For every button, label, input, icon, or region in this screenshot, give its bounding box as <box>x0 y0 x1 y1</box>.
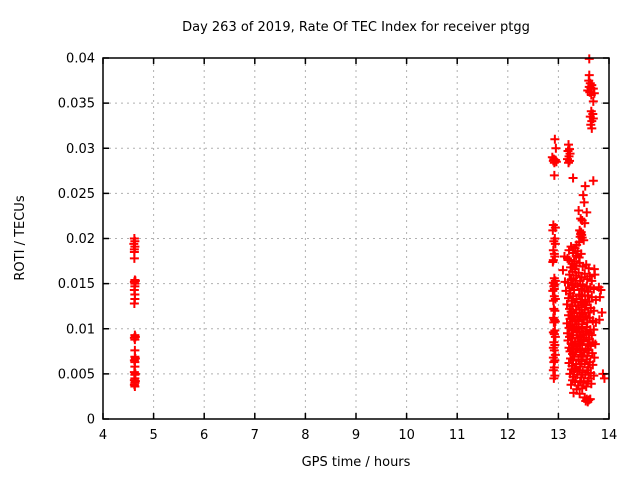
data-point <box>579 235 589 245</box>
data-point <box>550 134 560 144</box>
data-point <box>129 298 139 308</box>
x-tick-label: 10 <box>398 428 415 443</box>
x-tick-label: 7 <box>251 428 259 443</box>
y-tick-label: 0.03 <box>66 142 95 157</box>
data-point <box>561 286 571 296</box>
data-point <box>589 353 599 363</box>
data-point <box>597 308 607 318</box>
data-point <box>575 389 585 399</box>
data-point <box>130 382 140 392</box>
chart-title: Day 263 of 2019, Rate Of TEC Index for r… <box>182 20 530 35</box>
data-point <box>578 261 588 271</box>
y-tick-label: 0.005 <box>58 367 95 382</box>
x-tick-label: 8 <box>301 428 309 443</box>
data-point <box>589 325 599 335</box>
data-point <box>566 262 576 272</box>
data-point <box>586 90 596 100</box>
x-tick-label: 5 <box>149 428 157 443</box>
data-point <box>589 306 599 316</box>
y-tick-label: 0 <box>87 413 95 428</box>
data-point <box>580 181 590 191</box>
y-tick-label: 0.02 <box>66 232 95 247</box>
x-tick-label: 14 <box>601 428 618 443</box>
y-tick-label: 0.035 <box>58 97 95 112</box>
data-point <box>568 173 578 183</box>
x-tick-label: 13 <box>550 428 567 443</box>
data-point <box>551 143 561 153</box>
x-tick-label: 11 <box>449 428 466 443</box>
data-point <box>549 158 559 168</box>
data-point <box>558 265 568 275</box>
y-tick-label: 0.04 <box>66 52 95 67</box>
data-point <box>575 345 585 355</box>
data-point <box>578 190 588 200</box>
data-point <box>595 292 605 302</box>
data-point <box>129 253 139 263</box>
data-points <box>129 54 609 407</box>
data-point <box>548 296 558 306</box>
y-tick-label: 0.025 <box>58 187 95 202</box>
data-point <box>582 207 592 217</box>
data-point <box>574 206 584 216</box>
data-point <box>588 176 598 186</box>
data-point <box>548 257 558 267</box>
data-point <box>588 96 598 106</box>
data-point <box>549 304 559 314</box>
data-point <box>549 170 559 180</box>
y-axis-label: ROTI / TECUs <box>13 195 28 280</box>
data-point <box>587 123 597 133</box>
data-point <box>587 276 597 286</box>
data-point <box>548 365 558 375</box>
plot-border <box>102 57 610 420</box>
data-point <box>583 397 593 407</box>
data-point <box>596 285 606 295</box>
data-point <box>584 54 594 64</box>
data-point <box>549 317 559 327</box>
x-tick-label: 12 <box>500 428 517 443</box>
data-point <box>548 327 558 337</box>
data-point <box>581 382 591 392</box>
data-point <box>579 197 589 207</box>
data-point <box>587 330 597 340</box>
x-tick-label: 4 <box>99 428 107 443</box>
data-point <box>550 239 560 249</box>
data-point <box>587 348 597 358</box>
data-point <box>549 345 559 355</box>
y-tick-label: 0.01 <box>66 322 95 337</box>
data-point <box>586 379 596 389</box>
x-tick-label: 6 <box>200 428 208 443</box>
data-point <box>548 225 558 235</box>
data-point <box>589 371 599 381</box>
x-axis-label: GPS time / hours <box>302 455 411 470</box>
data-point <box>590 339 600 349</box>
data-point <box>565 156 575 166</box>
data-point <box>564 158 574 168</box>
data-point <box>580 218 590 228</box>
data-point <box>581 300 591 310</box>
data-point <box>599 373 609 383</box>
data-point <box>562 299 572 309</box>
x-tick-label: 9 <box>352 428 360 443</box>
data-point <box>548 286 558 296</box>
data-point <box>578 280 588 290</box>
y-tick-label: 0.015 <box>58 277 95 292</box>
data-point <box>586 341 596 351</box>
data-point <box>594 315 604 325</box>
data-point <box>588 360 598 370</box>
data-point <box>550 306 560 316</box>
data-point <box>550 332 560 342</box>
axes: 4 5 6 7 8 9 10 11 12 13 14 0 0.005 0.01 0.015 0.02 0.025… <box>58 52 617 444</box>
data-point <box>130 335 140 345</box>
data-point <box>590 270 600 280</box>
data-point <box>576 214 586 224</box>
data-point <box>549 373 559 383</box>
grid-lines <box>103 58 609 419</box>
